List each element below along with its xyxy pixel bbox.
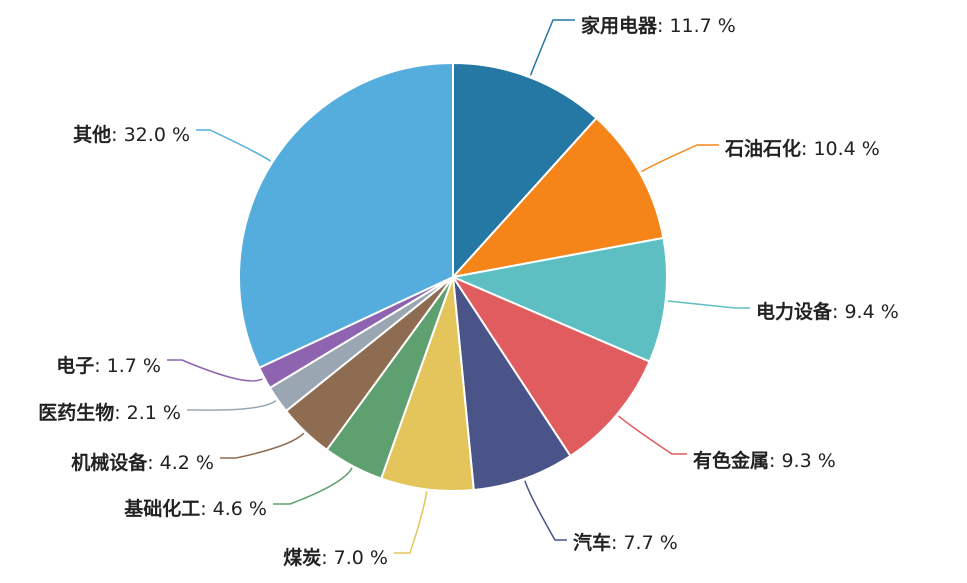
slice-3-leader [667, 300, 750, 309]
slice-2 [452, 117, 665, 278]
slice-5-leader [524, 480, 567, 541]
slice-11-label: 其他: 32.0 % [73, 123, 190, 146]
slice-1-leader [529, 19, 575, 76]
slice-7-leader [273, 467, 353, 505]
slice-6-leader [394, 491, 428, 554]
slice-11-leader [196, 129, 272, 162]
slice-9-label: 医药生物: 2.1 % [38, 401, 181, 424]
slice-2-label: 石油石化: 10.4 % [724, 137, 880, 160]
slice-3 [452, 236, 668, 363]
slice-3-label: 电力设备: 9.4 % [756, 300, 899, 323]
leader-lines [167, 19, 750, 554]
slice-8-label: 机械设备: 4.2 % [71, 451, 214, 474]
slice-10-label: 电子: 1.7 % [56, 354, 161, 377]
slice-1-label: 家用电器: 11.7 % [581, 14, 736, 37]
slice-labels: 家用电器: 11.7 % 石油石化: 10.4 % 电力设备: 9.4 % 有色金属:… [38, 14, 899, 569]
slice-4 [452, 276, 651, 457]
slice-8-leader [220, 432, 305, 459]
slice-4-label: 有色金属: 9.3 % [693, 449, 836, 472]
slice-7-label: 基础化工: 4.6 % [123, 497, 267, 520]
slice-9-leader [187, 400, 277, 411]
slice-10-leader [167, 359, 263, 382]
pie-slices [238, 62, 668, 492]
slice-1 [452, 62, 598, 278]
slice-5-label: 汽车: 7.7 % [573, 531, 678, 554]
slice-2-leader [641, 144, 719, 173]
slice-5 [452, 276, 572, 491]
slice-11 [238, 62, 454, 369]
slice-4-leader [617, 415, 687, 455]
slice-6-label: 煤炭: 7.0 % [283, 547, 388, 569]
